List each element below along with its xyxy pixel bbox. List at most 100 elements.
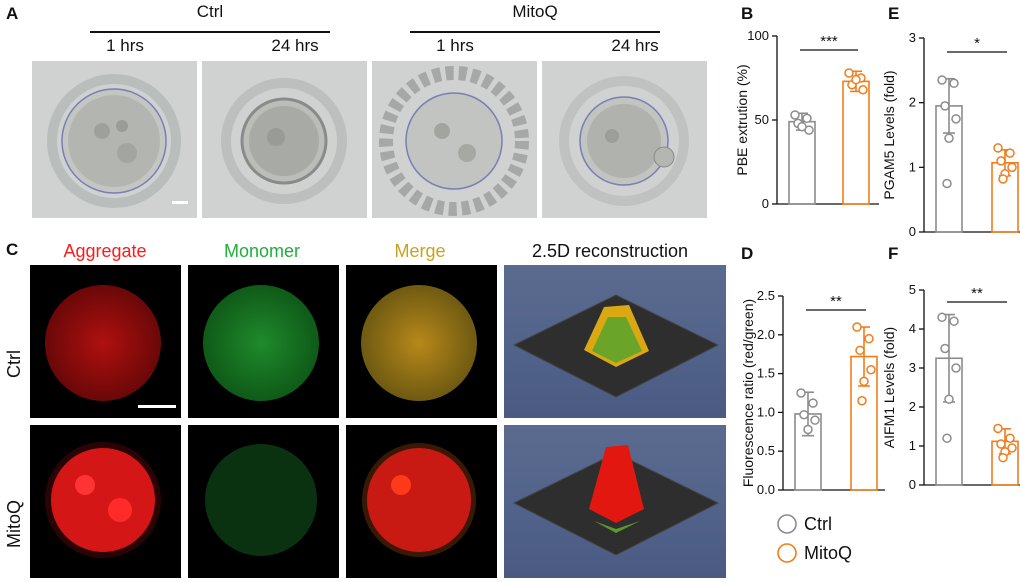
oocyte-image-mitoq-24h <box>541 60 708 219</box>
y-tick-label: 0 <box>909 224 916 239</box>
data-point <box>942 433 952 443</box>
legend-label-mitoq: MitoQ <box>804 542 853 563</box>
row-label-mitoq: MitoQ <box>4 499 24 548</box>
group-line-mitoq <box>410 31 660 33</box>
data-point <box>790 110 800 120</box>
legend: Ctrl MitoQ <box>776 512 852 566</box>
row-label-ctrl: Ctrl <box>4 350 24 378</box>
oocyte-image-mitoq-1h <box>371 60 538 219</box>
jc1-merge-mitoq <box>346 425 497 578</box>
y-axis-label: AIFM1 Levels (fold) <box>881 327 897 448</box>
y-tick-label: 2.5 <box>757 288 775 303</box>
chart-b: 0 50 100 PBE extrution (%) *** <box>735 28 879 211</box>
panel-letter-b: B <box>741 4 754 23</box>
panel-letter-a: A <box>6 4 19 23</box>
significance-label: ** <box>971 285 983 302</box>
time-label-mitoq-24h: 24 hrs <box>611 36 659 55</box>
legend-marker-ctrl <box>777 514 797 534</box>
data-point <box>803 424 813 435</box>
jc1-merge-ctrl <box>346 265 497 418</box>
data-point <box>859 376 869 387</box>
data-point <box>1005 148 1015 158</box>
y-tick-label: 0.5 <box>757 443 775 458</box>
data-point <box>996 156 1006 166</box>
data-point <box>944 133 954 143</box>
time-label-ctrl-1h: 1 hrs <box>106 36 144 55</box>
data-point <box>949 316 959 326</box>
data-point <box>998 174 1008 184</box>
panel-letter-e: E <box>888 4 900 23</box>
data-point <box>799 409 809 420</box>
data-point <box>949 78 959 89</box>
data-point <box>858 85 868 95</box>
reconstruction-mitoq <box>504 425 726 578</box>
panel-letter-c: C <box>6 240 19 259</box>
data-point <box>937 75 947 85</box>
data-point <box>996 439 1006 449</box>
significance-label: * <box>974 35 980 52</box>
y-tick-label: 4 <box>909 321 916 336</box>
data-point <box>937 312 947 323</box>
significance-label: ** <box>830 293 842 310</box>
data-point <box>993 143 1003 153</box>
y-axis-label: PGAM5 Levels (fold) <box>881 70 897 199</box>
group-label-ctrl: Ctrl <box>196 2 224 21</box>
data-point <box>851 74 861 85</box>
y-tick-label: 3 <box>909 360 916 375</box>
y-axis-label: Fluorescence ratio (red/green) <box>740 299 756 487</box>
chart-f: 0 1 2 3 4 5 AIFM1 Levels (fold) ** <box>881 282 1020 492</box>
col-label-merge: Merge <box>394 241 446 261</box>
significance-label: *** <box>820 33 838 50</box>
y-tick-label: 50 <box>755 112 769 127</box>
y-tick-label: 100 <box>747 28 769 43</box>
legend-item-ctrl: Ctrl <box>776 512 852 536</box>
data-point <box>810 415 820 425</box>
y-tick-label: 5 <box>909 282 916 297</box>
col-label-monomer: Monomer <box>223 241 301 261</box>
y-tick-label: 2 <box>909 95 916 110</box>
data-point <box>844 68 854 78</box>
y-tick-label: 2.0 <box>757 327 775 342</box>
y-tick-label: 0.0 <box>757 482 775 497</box>
chart-e: 0 1 2 3 PGAM5 Levels (fold) * <box>881 30 1020 239</box>
data-point <box>808 398 818 408</box>
time-label-mitoq-1h: 1 hrs <box>436 36 474 55</box>
reconstruction-ctrl <box>504 265 726 418</box>
jc1-monomer-mitoq <box>188 425 339 578</box>
data-point <box>857 396 867 406</box>
y-tick-label: 1 <box>909 438 916 453</box>
y-tick-label: 0 <box>762 196 769 211</box>
data-point <box>940 343 950 354</box>
data-point <box>998 452 1008 463</box>
group-line-ctrl <box>90 31 330 33</box>
data-point <box>940 101 950 111</box>
data-point <box>855 345 865 356</box>
y-axis-label: PBE extrution (%) <box>735 64 750 175</box>
time-label-ctrl-24h: 24 hrs <box>271 36 319 55</box>
oocyte-image-ctrl-24h <box>201 60 368 219</box>
bar <box>842 80 870 205</box>
y-tick-label: 0 <box>909 477 916 492</box>
jc1-aggregate-mitoq <box>30 425 181 578</box>
panel-letter-f: F <box>888 244 899 263</box>
oocyte-image-ctrl-1h <box>31 60 198 219</box>
y-tick-label: 1 <box>909 159 916 174</box>
y-tick-label: 1.5 <box>757 366 775 381</box>
panel-letter-d: D <box>741 244 754 263</box>
data-point <box>852 322 862 332</box>
data-point <box>942 178 952 189</box>
data-point <box>944 394 954 404</box>
data-point <box>1007 443 1017 453</box>
data-point <box>1005 433 1015 443</box>
y-tick-label: 1.0 <box>757 404 775 419</box>
legend-marker-mitoq <box>777 543 797 563</box>
data-point <box>864 333 874 344</box>
data-point <box>951 363 961 373</box>
data-point <box>951 114 961 124</box>
data-point <box>866 364 876 375</box>
jc1-monomer-ctrl <box>188 265 339 418</box>
col-label-aggregate: Aggregate <box>63 241 147 261</box>
y-tick-label: 2 <box>909 399 916 414</box>
data-point <box>796 388 806 398</box>
